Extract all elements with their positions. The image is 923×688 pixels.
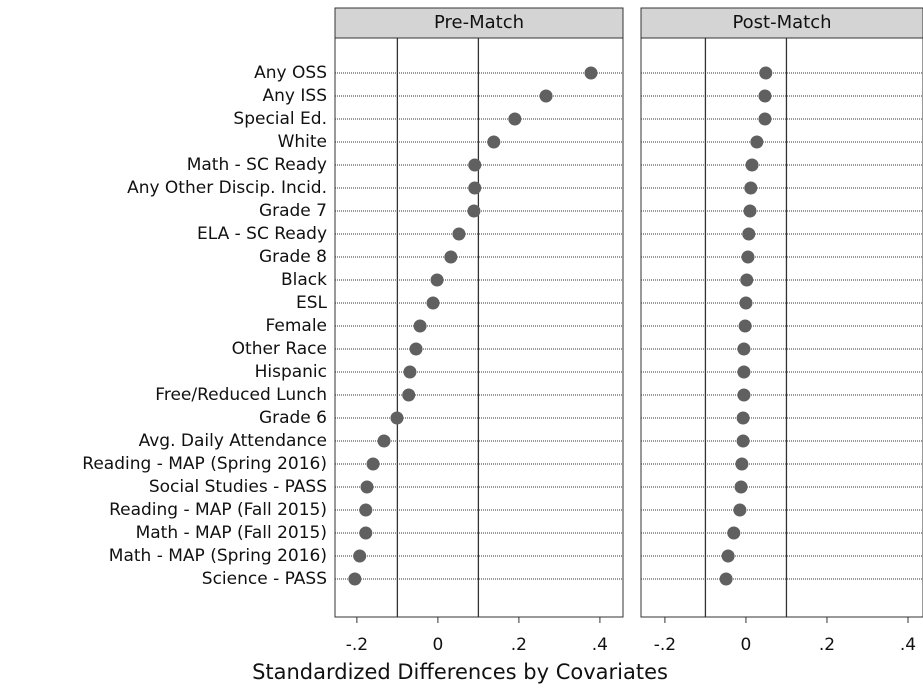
category-label: Social Studies - PASS [149,477,327,497]
panel-border [640,37,923,618]
dot [742,227,756,241]
dot [359,526,373,540]
dot [735,457,749,471]
strip-title: Post-Match [732,12,831,33]
category-label: Any ISS [263,86,327,106]
x-tick-label: .2 [819,635,835,655]
dot [736,411,750,425]
x-tick-label: .4 [900,635,916,655]
dot [743,204,757,218]
category-label: Reading - MAP (Spring 2016) [82,454,327,474]
dot [413,319,427,333]
dot [360,480,374,494]
category-label: Any Other Discip. Incid. [127,178,327,198]
category-label: Other Race [232,339,327,359]
category-label: Grade 6 [259,408,327,428]
dot [430,273,444,287]
category-label: Free/Reduced Lunch [155,385,327,405]
dot [759,66,773,80]
dot [740,273,754,287]
dot [738,319,752,333]
dot [403,365,417,379]
dot [539,89,553,103]
dot [758,89,772,103]
category-label: Black [281,270,327,290]
dot [737,388,751,402]
x-tick-label: -.2 [654,635,676,655]
category-label: Math - MAP (Fall 2015) [136,523,327,543]
dot [739,296,753,310]
category-label: Reading - MAP (Fall 2015) [109,500,327,520]
dot [353,549,367,563]
dot [377,434,391,448]
dot [733,503,747,517]
x-tick-label: 0 [741,635,752,655]
dot [758,112,772,126]
dot [737,365,751,379]
category-label: Grade 7 [259,201,327,221]
dot [487,135,501,149]
dot [719,572,733,586]
dot [584,66,598,80]
category-label: Special Ed. [233,109,327,129]
strip-background [640,7,923,39]
dot [348,572,362,586]
x-tick-label: .2 [511,635,527,655]
category-label: Grade 8 [259,247,327,267]
category-label: Hispanic [255,362,327,382]
category-label: Math - SC Ready [187,155,327,175]
category-label: White [278,132,327,152]
category-label: Math - MAP (Spring 2016) [109,546,327,566]
dot [508,112,522,126]
dot [741,250,755,264]
dot [727,526,741,540]
x-tick-label: 0 [432,635,443,655]
dot [426,296,440,310]
dot [467,204,481,218]
dot [402,388,416,402]
dot [734,480,748,494]
x-tick-label: .4 [592,635,608,655]
category-label: ELA - SC Ready [197,224,327,244]
dot [744,181,758,195]
dot [409,342,423,356]
dot [745,158,759,172]
category-label: Science - PASS [202,569,327,589]
dot [366,457,380,471]
category-label: Female [266,316,327,336]
dot [468,158,482,172]
dot [390,411,404,425]
dot [444,250,458,264]
dot [452,227,466,241]
dot [736,434,750,448]
dot [750,135,764,149]
category-label: Any OSS [254,63,327,83]
strip-title: Pre-Match [434,12,524,33]
category-label: Avg. Daily Attendance [139,431,327,451]
x-axis-label: Standardized Differences by Covariates [252,660,668,684]
x-tick-label: -.2 [346,635,368,655]
strip-background [334,7,624,39]
dot [468,181,482,195]
dot [359,503,373,517]
dot [721,549,735,563]
category-label: ESL [296,293,328,313]
dot [737,342,751,356]
